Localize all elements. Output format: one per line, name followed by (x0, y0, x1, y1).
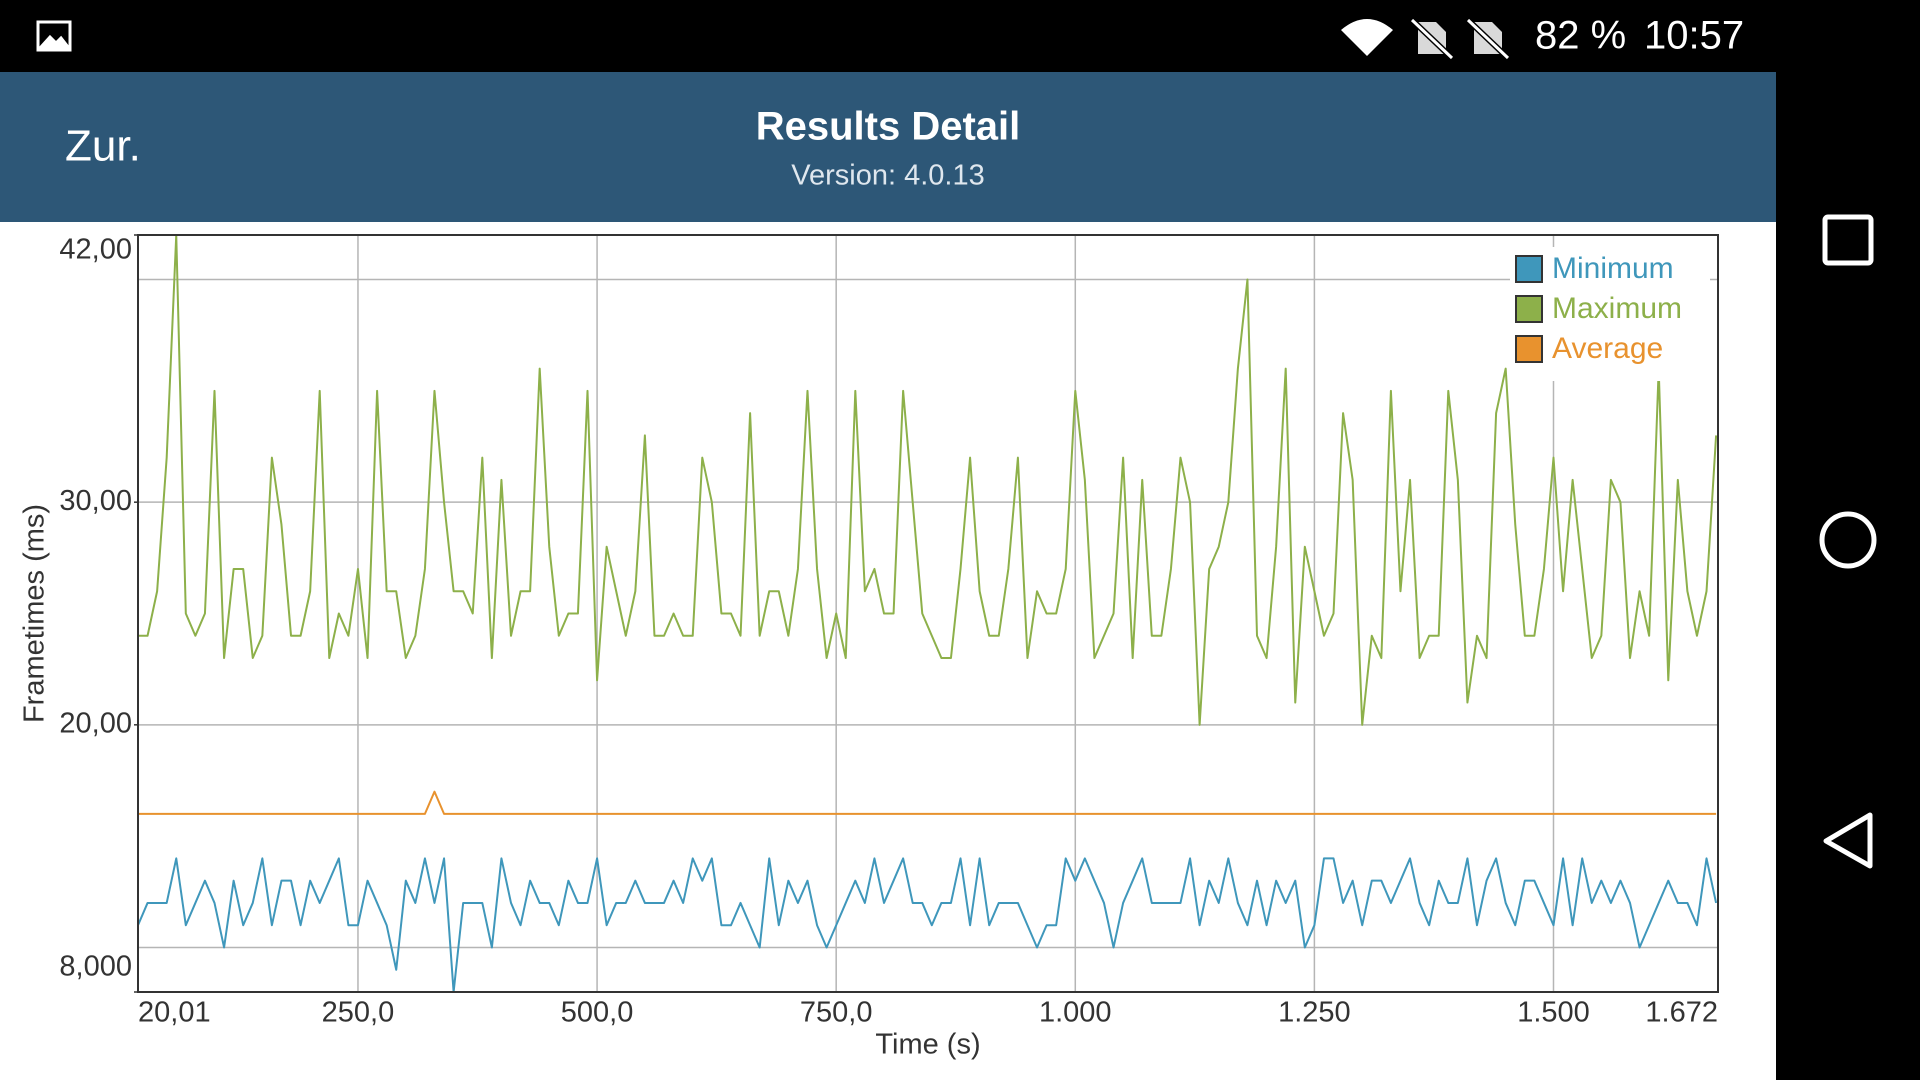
series-line (137, 857, 1718, 993)
legend-label: Average (1552, 332, 1663, 365)
legend-label: Maximum (1552, 292, 1682, 325)
no-sim-icon (1465, 17, 1511, 61)
x-tick-label: 750,0 (800, 997, 873, 1029)
home-button[interactable] (1819, 511, 1877, 569)
x-axis-title: Time (s) (875, 1029, 980, 1061)
legend-swatch (1515, 335, 1543, 363)
y-tick-label: 8,000 (59, 951, 132, 983)
x-tick-label: 1.672 (1645, 997, 1718, 1029)
gallery-icon (36, 20, 72, 52)
x-tick-label: 250,0 (322, 997, 395, 1029)
plot-border (137, 234, 1719, 993)
y-tick-label: 30,00 (59, 485, 132, 517)
x-tick-label: 1.250 (1278, 997, 1351, 1029)
legend-box (1510, 247, 1710, 381)
x-tick-label: 500,0 (561, 997, 634, 1029)
nav-bar (1776, 0, 1920, 1080)
series-line (138, 234, 1718, 726)
x-tick-label: 20,01 (138, 997, 211, 1029)
plot-area (138, 235, 1718, 992)
app-header (0, 72, 1776, 222)
header-subtitle: Version: 4.0.13 (791, 160, 984, 192)
series-line (138, 790, 1717, 815)
battery-level: 82 % (1535, 14, 1626, 58)
y-axis-title: Frametimes (ms) (19, 504, 51, 723)
header-title: Results Detail (756, 105, 1021, 149)
no-sim-icon (1409, 17, 1455, 61)
back-button[interactable]: Zur. (65, 122, 141, 171)
wifi-icon (1341, 19, 1393, 56)
chart: 20,01 250,0 500,0 750,0 1.000 1.250 1.500 1.672… (19, 234, 1719, 1061)
recents-button[interactable] (1822, 214, 1874, 266)
x-tick-label: 1.000 (1039, 997, 1112, 1029)
x-tick-label: 1.500 (1517, 997, 1590, 1029)
legend-swatch (1515, 295, 1543, 323)
y-tick-label: 42,00 (59, 234, 132, 266)
back-nav-button[interactable] (1823, 812, 1873, 869)
y-tick-label: 20,00 (59, 707, 132, 739)
legend-label: Minimum (1552, 252, 1674, 285)
status-bar (0, 0, 1920, 72)
clock: 10:57 (1644, 14, 1744, 58)
legend-swatch (1515, 255, 1543, 283)
